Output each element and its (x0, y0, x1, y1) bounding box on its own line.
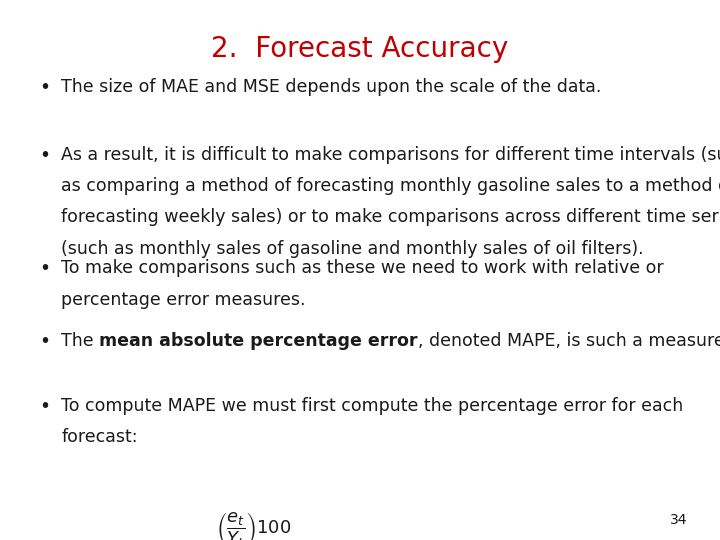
Text: •: • (40, 146, 50, 165)
Text: 2.  Forecast Accuracy: 2. Forecast Accuracy (212, 35, 508, 63)
Text: 34: 34 (670, 512, 688, 526)
Text: The size of MAE and MSE depends upon the scale of the data.: The size of MAE and MSE depends upon the… (61, 78, 602, 96)
Text: •: • (40, 259, 50, 278)
Text: percentage error measures.: percentage error measures. (61, 291, 306, 308)
Text: To make comparisons such as these we need to work with relative or: To make comparisons such as these we nee… (61, 259, 664, 277)
Text: as comparing a method of forecasting monthly gasoline sales to a method of: as comparing a method of forecasting mon… (61, 177, 720, 195)
Text: difficult: difficult (201, 146, 266, 164)
Text: time series: time series (641, 208, 720, 226)
Text: To compute MAPE we must first compute the percentage error for each: To compute MAPE we must first compute th… (61, 397, 683, 415)
Text: •: • (40, 78, 50, 97)
Text: mean absolute percentage error: mean absolute percentage error (99, 332, 418, 350)
Text: •: • (40, 397, 50, 416)
Text: to make comparisons for: to make comparisons for (266, 146, 495, 164)
Text: (such as monthly sales of gasoline and monthly sales of oil filters).: (such as monthly sales of gasoline and m… (61, 240, 644, 258)
Text: different: different (567, 208, 641, 226)
Text: different: different (495, 146, 570, 164)
Text: forecasting weekly sales) or to make comparisons across: forecasting weekly sales) or to make com… (61, 208, 567, 226)
Text: As a result, it is: As a result, it is (61, 146, 201, 164)
Text: •: • (40, 332, 50, 351)
Text: The: The (61, 332, 99, 350)
Text: $\left(\dfrac{e_t}{Y_t}\right)100$: $\left(\dfrac{e_t}{Y_t}\right)100$ (216, 510, 291, 540)
Text: , denoted MAPE, is such a measure.: , denoted MAPE, is such a measure. (418, 332, 720, 350)
Text: forecast:: forecast: (61, 428, 138, 446)
Text: time intervals (such: time intervals (such (570, 146, 720, 164)
